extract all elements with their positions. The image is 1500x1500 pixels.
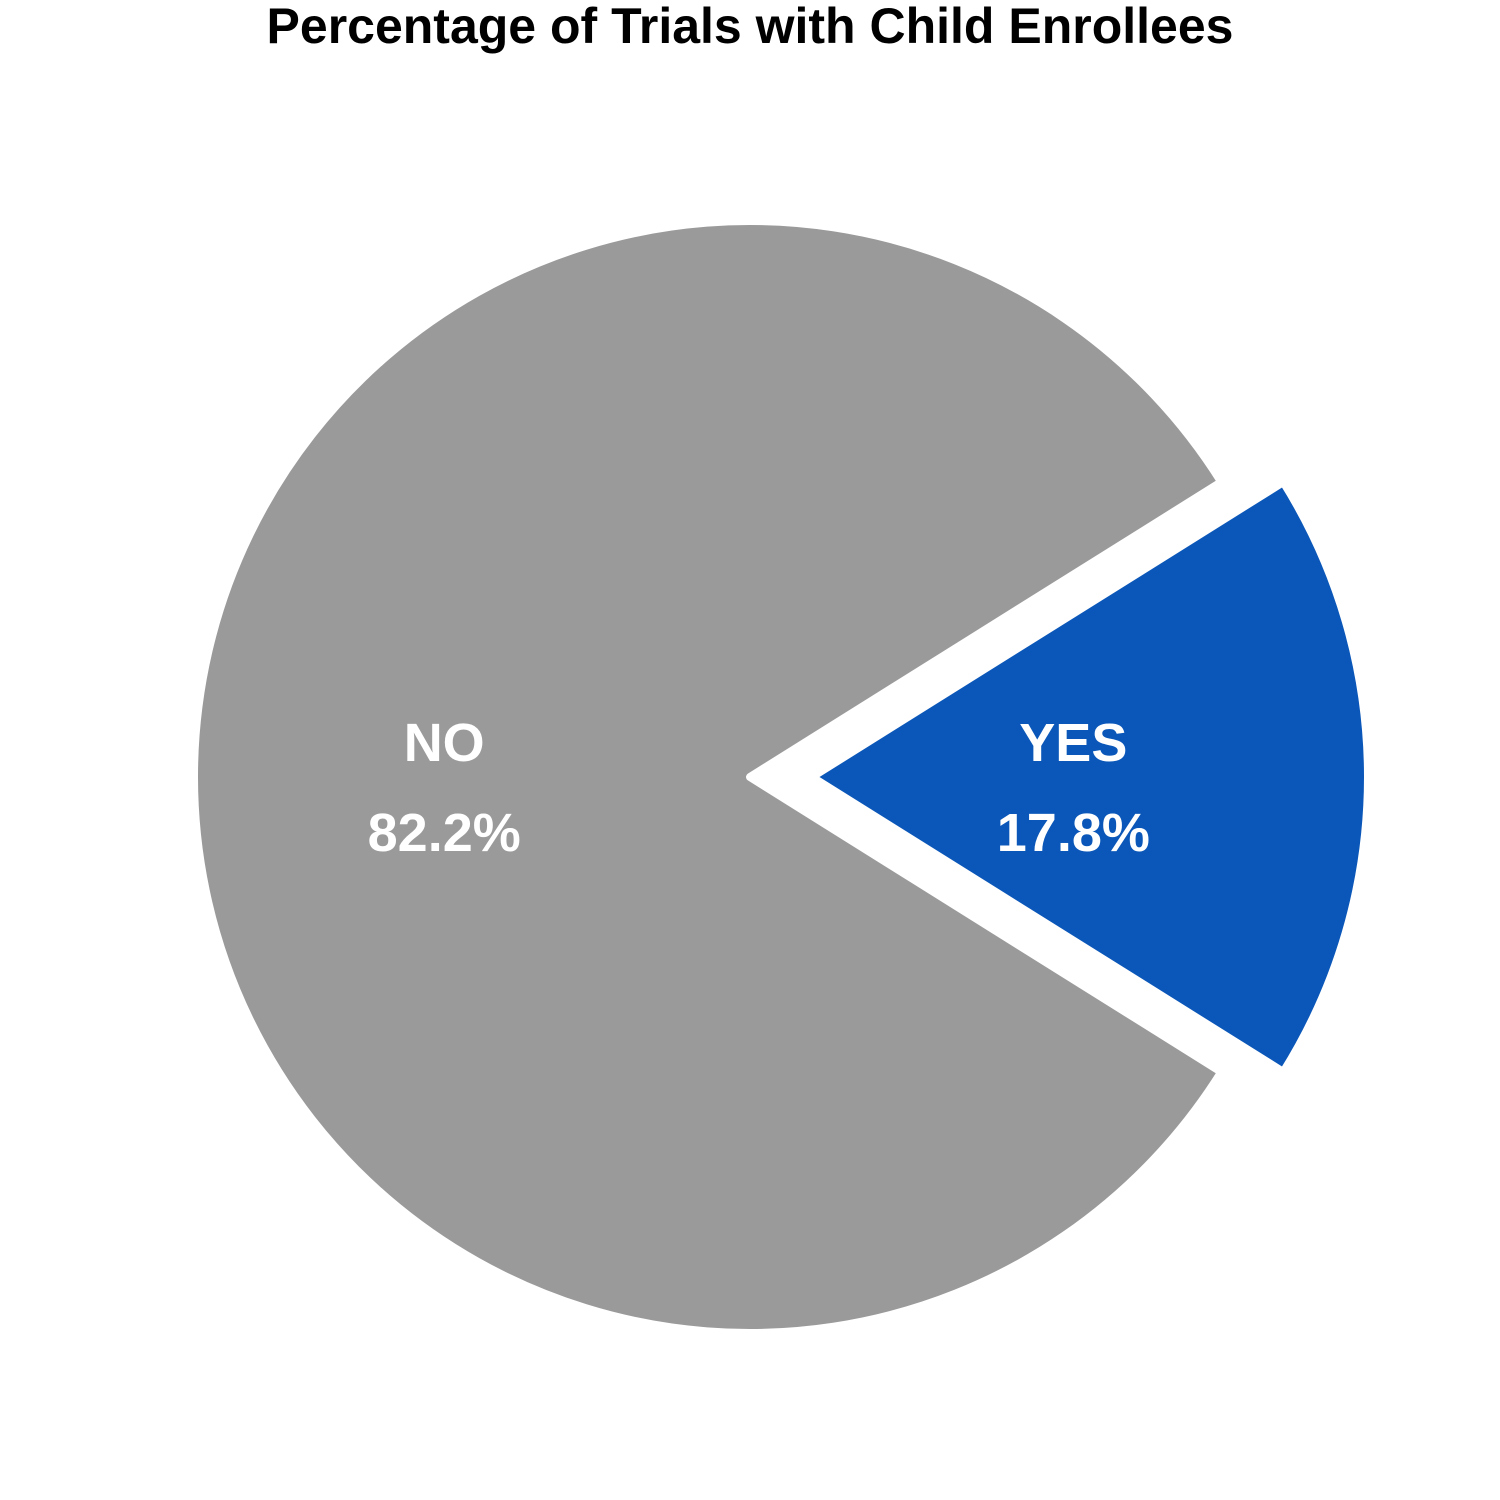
- slice-label-yes: YES: [1019, 713, 1127, 773]
- chart-title: Percentage of Trials with Child Enrollee…: [266, 0, 1234, 54]
- slice-value-yes: 17.8%: [997, 803, 1150, 863]
- pie-slice-no: [190, 217, 1226, 1337]
- slice-value-no: 82.2%: [368, 803, 521, 863]
- pie-slice-yes: [808, 478, 1372, 1076]
- slice-label-no: NO: [404, 713, 485, 773]
- pie-slices: [190, 217, 1372, 1337]
- pie-labels: YES 17.8% NO 82.2%: [368, 713, 1150, 863]
